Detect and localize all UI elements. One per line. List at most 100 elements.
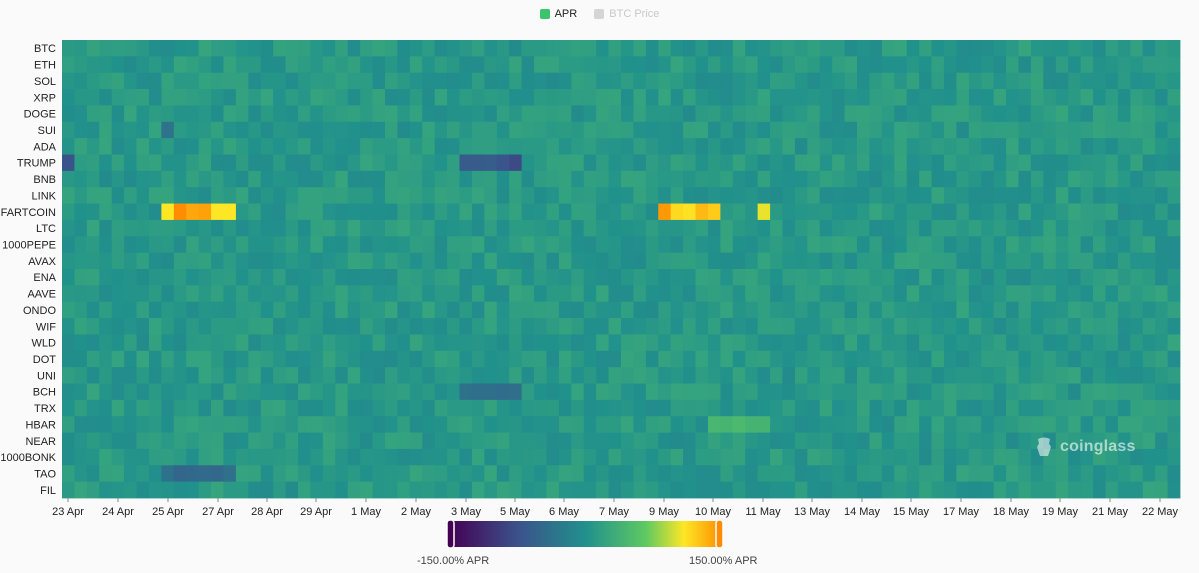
heatmap-cell[interactable] bbox=[186, 448, 200, 466]
heatmap-cell[interactable] bbox=[1093, 138, 1106, 155]
heatmap-cell[interactable] bbox=[310, 285, 324, 303]
heatmap-cell[interactable] bbox=[335, 350, 349, 368]
heatmap-cell[interactable] bbox=[372, 465, 386, 483]
heatmap-cell[interactable] bbox=[869, 285, 883, 303]
heatmap-cell[interactable] bbox=[1018, 154, 1032, 172]
heatmap-cell[interactable] bbox=[707, 465, 721, 483]
heatmap-cell[interactable] bbox=[1006, 252, 1019, 270]
heatmap-cell[interactable] bbox=[633, 269, 647, 286]
heatmap-cell[interactable] bbox=[695, 269, 709, 286]
heatmap-cell[interactable] bbox=[459, 432, 473, 450]
heatmap-cell[interactable] bbox=[670, 448, 684, 466]
heatmap-cell[interactable] bbox=[124, 481, 137, 499]
heatmap-cell[interactable] bbox=[881, 154, 895, 172]
heatmap-cell[interactable] bbox=[74, 481, 88, 499]
heatmap-cell[interactable] bbox=[198, 465, 212, 483]
heatmap-cell[interactable] bbox=[633, 56, 647, 74]
heatmap-cell[interactable] bbox=[621, 367, 634, 384]
heatmap-cell[interactable] bbox=[819, 285, 833, 303]
heatmap-cell[interactable] bbox=[943, 367, 957, 384]
heatmap-cell[interactable] bbox=[447, 56, 460, 74]
heatmap-cell[interactable] bbox=[1018, 121, 1032, 139]
heatmap-cell[interactable] bbox=[1006, 383, 1019, 401]
heatmap-cell[interactable] bbox=[1167, 301, 1181, 319]
heatmap-cell[interactable] bbox=[74, 121, 88, 139]
heatmap-cell[interactable] bbox=[757, 252, 771, 270]
heatmap-cell[interactable] bbox=[273, 432, 286, 450]
heatmap-cell[interactable] bbox=[931, 105, 945, 123]
heatmap-cell[interactable] bbox=[521, 448, 535, 466]
heatmap-cell[interactable] bbox=[459, 72, 473, 90]
heatmap-cell[interactable] bbox=[298, 121, 311, 139]
heatmap-cell[interactable] bbox=[993, 154, 1007, 172]
heatmap-cell[interactable] bbox=[720, 187, 734, 204]
heatmap-cell[interactable] bbox=[819, 105, 833, 123]
heatmap-cell[interactable] bbox=[86, 219, 100, 237]
heatmap-cell[interactable] bbox=[434, 465, 448, 483]
heatmap-cell[interactable] bbox=[1018, 72, 1032, 90]
heatmap-cell[interactable] bbox=[397, 89, 411, 106]
heatmap-cell[interactable] bbox=[608, 269, 622, 286]
heatmap-cell[interactable] bbox=[906, 56, 920, 74]
heatmap-cell[interactable] bbox=[62, 432, 75, 450]
heatmap-cell[interactable] bbox=[981, 285, 995, 303]
heatmap-cell[interactable] bbox=[583, 334, 597, 352]
heatmap-cell[interactable] bbox=[534, 432, 547, 450]
heatmap-cell[interactable] bbox=[807, 203, 821, 221]
heatmap-cell[interactable] bbox=[583, 154, 597, 172]
heatmap-cell[interactable] bbox=[869, 72, 883, 90]
heatmap-cell[interactable] bbox=[1018, 399, 1032, 417]
heatmap-cell[interactable] bbox=[1130, 252, 1144, 270]
heatmap-cell[interactable] bbox=[161, 448, 175, 466]
heatmap-cell[interactable] bbox=[1155, 367, 1168, 384]
heatmap-cell[interactable] bbox=[1105, 219, 1119, 237]
heatmap-cell[interactable] bbox=[74, 187, 88, 204]
heatmap-cell[interactable] bbox=[62, 334, 75, 352]
heatmap-cell[interactable] bbox=[732, 285, 746, 303]
heatmap-cell[interactable] bbox=[583, 318, 597, 335]
heatmap-cell[interactable] bbox=[645, 334, 659, 352]
heatmap-cell[interactable] bbox=[99, 367, 113, 384]
heatmap-cell[interactable] bbox=[248, 203, 262, 221]
heatmap-cell[interactable] bbox=[322, 187, 336, 204]
heatmap-cell[interactable] bbox=[894, 121, 908, 139]
heatmap-cell[interactable] bbox=[1080, 170, 1094, 188]
heatmap-cell[interactable] bbox=[310, 219, 324, 237]
heatmap-cell[interactable] bbox=[1055, 219, 1069, 237]
heatmap-cell[interactable] bbox=[732, 89, 746, 106]
heatmap-cell[interactable] bbox=[161, 154, 175, 172]
heatmap-cell[interactable] bbox=[1018, 350, 1032, 368]
heatmap-cell[interactable] bbox=[360, 219, 373, 237]
heatmap-cell[interactable] bbox=[857, 219, 870, 237]
heatmap-cell[interactable] bbox=[757, 138, 771, 155]
heatmap-cell[interactable] bbox=[546, 187, 560, 204]
heatmap-cell[interactable] bbox=[148, 170, 162, 188]
heatmap-cell[interactable] bbox=[770, 121, 783, 139]
heatmap-cell[interactable] bbox=[124, 432, 137, 450]
heatmap-cell[interactable] bbox=[248, 121, 262, 139]
heatmap-cell[interactable] bbox=[186, 72, 200, 90]
heatmap-cell[interactable] bbox=[645, 138, 659, 155]
heatmap-cell[interactable] bbox=[372, 448, 386, 466]
heatmap-cell[interactable] bbox=[471, 465, 485, 483]
heatmap-cell[interactable] bbox=[372, 416, 386, 433]
heatmap-cell[interactable] bbox=[248, 285, 262, 303]
heatmap-cell[interactable] bbox=[1105, 334, 1119, 352]
heatmap-cell[interactable] bbox=[335, 56, 349, 74]
heatmap-cell[interactable] bbox=[658, 301, 672, 319]
heatmap-cell[interactable] bbox=[819, 236, 833, 254]
heatmap-cell[interactable] bbox=[534, 383, 547, 401]
heatmap-cell[interactable] bbox=[124, 154, 137, 172]
heatmap-cell[interactable] bbox=[322, 89, 336, 106]
heatmap-cell[interactable] bbox=[1130, 154, 1144, 172]
heatmap-cell[interactable] bbox=[1018, 89, 1032, 106]
heatmap-cell[interactable] bbox=[707, 56, 721, 74]
heatmap-cell[interactable] bbox=[74, 154, 88, 172]
heatmap-cell[interactable] bbox=[596, 432, 609, 450]
heatmap-cell[interactable] bbox=[223, 465, 237, 483]
heatmap-cell[interactable] bbox=[521, 121, 535, 139]
heatmap-cell[interactable] bbox=[832, 89, 845, 106]
heatmap-cell[interactable] bbox=[1117, 285, 1131, 303]
heatmap-cell[interactable] bbox=[173, 219, 187, 237]
heatmap-cell[interactable] bbox=[1155, 89, 1168, 106]
